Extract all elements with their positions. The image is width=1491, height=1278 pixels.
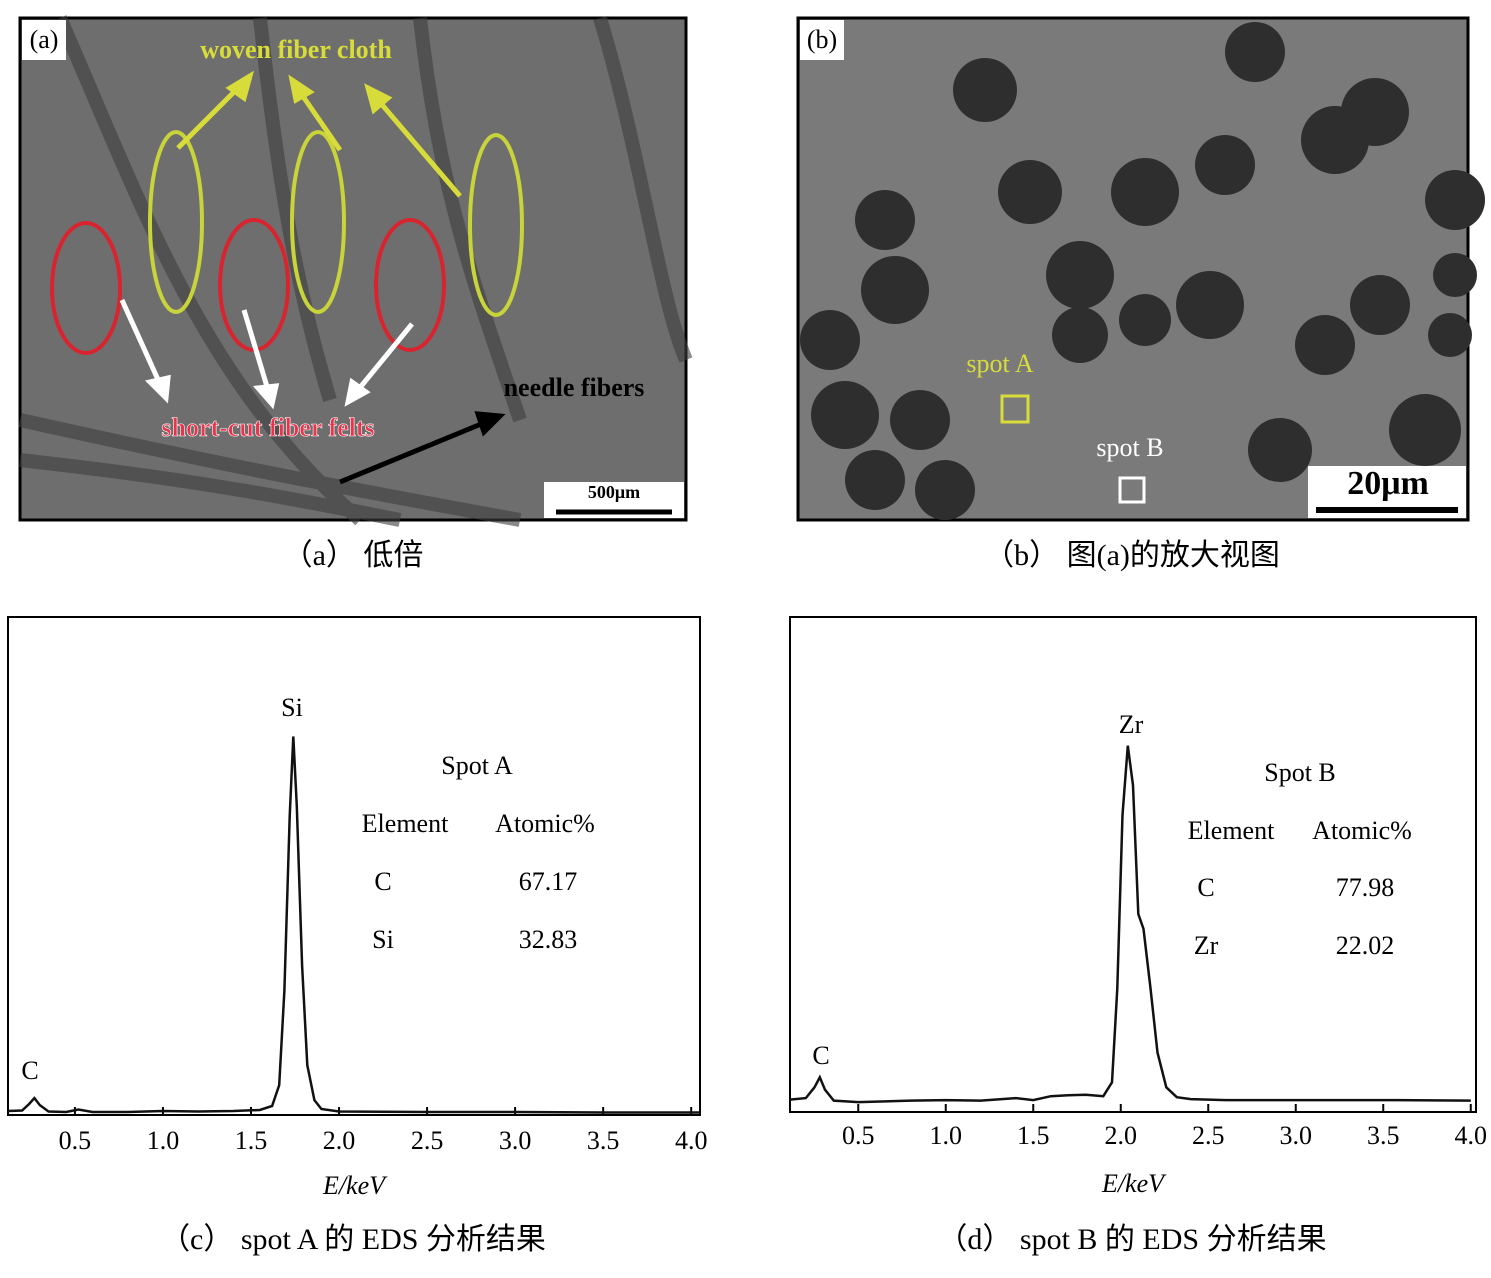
table-cell: C: [374, 867, 391, 896]
spectrum-line: [789, 745, 1471, 1104]
sem-image-b: [796, 16, 1485, 522]
peak-label: C: [21, 1056, 38, 1085]
table-title: Spot A: [441, 751, 513, 780]
table-cell: Si: [372, 925, 394, 954]
caption: （d） spot B 的 EDS 分析结果: [937, 1223, 1326, 1256]
caption: （a） 低倍: [283, 539, 424, 572]
x-tick-label: 1.5: [1017, 1121, 1050, 1150]
table-cell: Zr: [1194, 931, 1219, 960]
table-cell: C: [1197, 873, 1214, 902]
x-tick-label: 1.0: [147, 1126, 180, 1155]
panel-label: (b): [807, 25, 837, 54]
annotation: short-cut fiber felts: [161, 413, 374, 442]
peak-label: C: [812, 1041, 829, 1070]
caption: （b） 图(a)的放大视图: [984, 539, 1280, 572]
annotation: spot B: [1096, 433, 1163, 462]
annotation: needle fibers: [504, 373, 645, 402]
table-header: Atomic%: [495, 809, 595, 838]
x-tick-label: 0.5: [59, 1126, 92, 1155]
sem-image-a: [18, 15, 693, 527]
x-tick-label: 1.0: [930, 1121, 963, 1150]
x-tick-label: 3.5: [1367, 1121, 1400, 1150]
peak-label: Zr: [1119, 710, 1144, 739]
scale-bar-label: 500μm: [588, 482, 640, 502]
table-cell: 22.02: [1336, 931, 1395, 960]
annotation: spot A: [966, 349, 1033, 378]
table-header: Element: [362, 809, 449, 838]
x-tick-label: 4.0: [1455, 1121, 1488, 1150]
annotation: woven fiber cloth: [200, 35, 392, 64]
table-title: Spot B: [1264, 758, 1336, 787]
panel-label: (a): [30, 25, 59, 54]
x-tick-label: 2.0: [323, 1126, 356, 1155]
plot-frame: [7, 616, 701, 1116]
x-axis-label: E/keV: [322, 1171, 388, 1200]
plot-frame: [789, 616, 1477, 1113]
x-tick-label: 2.0: [1105, 1121, 1138, 1150]
x-tick-label: 0.5: [842, 1121, 875, 1150]
table-header: Element: [1188, 816, 1275, 845]
scale-bar-label: 20μm: [1347, 465, 1429, 502]
x-tick-label: 2.5: [1192, 1121, 1225, 1150]
x-tick-label: 3.0: [1280, 1121, 1313, 1150]
peak-label: Si: [281, 693, 303, 722]
x-tick-label: 2.5: [411, 1126, 444, 1155]
x-axis-label: E/keV: [1101, 1169, 1167, 1198]
table-cell: 77.98: [1336, 873, 1395, 902]
spectrum-line: [7, 736, 700, 1114]
x-tick-label: 4.0: [675, 1126, 708, 1155]
x-tick-label: 3.5: [587, 1126, 620, 1155]
x-tick-label: 3.0: [499, 1126, 532, 1155]
caption: （c） spot A 的 EDS 分析结果: [160, 1223, 546, 1256]
table-cell: 67.17: [519, 867, 578, 896]
table-cell: 32.83: [519, 925, 578, 954]
x-tick-label: 1.5: [235, 1126, 268, 1155]
table-header: Atomic%: [1312, 816, 1412, 845]
